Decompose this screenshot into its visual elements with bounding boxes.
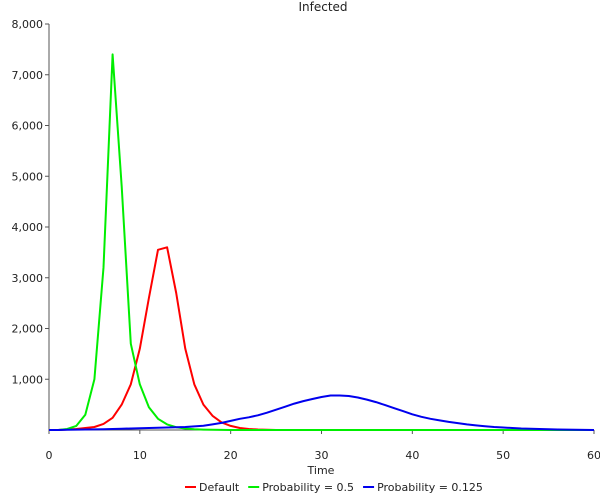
x-tick-label: 0 — [46, 449, 53, 462]
y-axis: 1,000 2,000 3,000 4,000 5,000 6,000 7,000 8,000 — [12, 18, 50, 430]
x-axis-label: Time — [307, 464, 335, 477]
x-tick-label: 10 — [133, 449, 147, 462]
y-tick-label: 5,000 — [12, 170, 44, 183]
y-tick-label: 6,000 — [12, 120, 44, 133]
x-tick-label: 30 — [315, 449, 329, 462]
y-tick-label: 7,000 — [12, 69, 44, 82]
legend-label: Default — [199, 481, 240, 494]
y-tick-label: 8,000 — [12, 18, 44, 31]
y-tick-label: 4,000 — [12, 221, 44, 234]
y-tick-label: 2,000 — [12, 323, 44, 336]
x-tick-label: 40 — [405, 449, 419, 462]
legend-label: Probability = 0.125 — [377, 481, 483, 494]
series-line — [49, 53, 594, 431]
legend-label: Probability = 0.5 — [262, 481, 354, 494]
legend: Default Probability = 0.5 Probability = 0.… — [185, 481, 483, 494]
plot-area — [49, 53, 595, 431]
x-tick-label: 60 — [587, 449, 600, 462]
chart-title: Infected — [298, 0, 347, 14]
x-axis: 0 10 20 30 40 50 60 — [46, 429, 600, 462]
y-tick-label: 1,000 — [12, 373, 44, 386]
x-tick-label: 50 — [496, 449, 510, 462]
x-tick-label: 20 — [224, 449, 238, 462]
y-tick-label: 3,000 — [12, 272, 44, 285]
series-line — [49, 394, 595, 431]
